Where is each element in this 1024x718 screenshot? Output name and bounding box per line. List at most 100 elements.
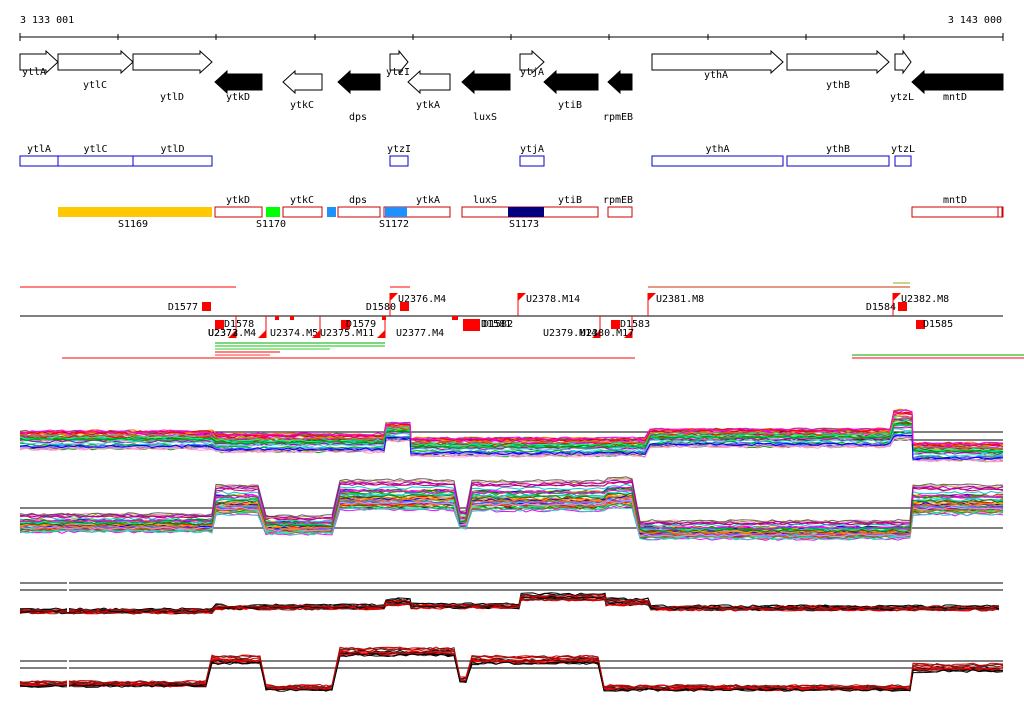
minus-box-label-rpmEB: rpmEB — [603, 195, 633, 206]
gene-label-ytkA: ytkA — [416, 100, 440, 111]
feature-label-U2375.M11: U2375.M11 — [320, 328, 374, 339]
feature-label-U2373.M4: U2373.M4 — [208, 328, 256, 339]
feature-label-D1581: D1581 — [481, 319, 511, 330]
gene-label-mntD: mntD — [943, 92, 967, 103]
feature-marker-D1584 — [898, 302, 907, 311]
feature-flag-U2381.M8 — [648, 293, 656, 301]
plus-box-label-ytjA: ytjA — [520, 144, 544, 155]
feature-label-U2382.M8: U2382.M8 — [901, 294, 949, 305]
minus-box-ytkA — [383, 206, 451, 218]
feature-flag-U2379.M14 — [592, 330, 600, 338]
panel1-line-32 — [19, 437, 1004, 463]
panel1-line-33 — [19, 428, 1004, 457]
plus-box-ytlA — [19, 155, 59, 167]
coordinate-ruler: 3 133 001 3 143 000 — [19, 15, 1004, 41]
feature-flag-U2380.M17 — [624, 330, 632, 338]
minus-box-label-luxS: luxS — [473, 195, 497, 206]
minus-box-label-dps: dps — [349, 195, 367, 206]
plus-box-ytzI — [389, 155, 409, 167]
feature-flag-U2382.M8 — [893, 293, 901, 301]
minus-box-ytkD — [214, 206, 263, 218]
gene-arrow-rpmEB — [607, 69, 633, 95]
minus-box-dps — [337, 206, 381, 218]
plus-box-label-ytzI: ytzI — [387, 144, 411, 155]
feature-label-D1578: D1578 — [224, 319, 254, 330]
gene-label-ytjA: ytjA — [520, 67, 544, 78]
gene-arrow-ytlA — [19, 49, 59, 75]
plus-box-ytjA — [519, 155, 545, 167]
feature-bar-4 — [275, 316, 279, 320]
panel2-line-25 — [20, 500, 1004, 538]
feature-label-D1580: D1580 — [366, 302, 396, 313]
feature-flag-U2376.M4 — [390, 293, 398, 301]
panel1-line-34 — [19, 435, 1004, 461]
plus-box-ytzL — [894, 155, 912, 167]
segment-S1170 — [266, 207, 280, 217]
gene-label-ythB: ythB — [826, 80, 850, 91]
feature-bar-0 — [463, 319, 480, 331]
minus-box-mntD — [911, 206, 1004, 218]
gene-label-ytkD: ytkD — [226, 92, 250, 103]
plus-box-label-ytzL: ytzL — [891, 144, 915, 155]
feature-marker-D1578 — [215, 320, 224, 329]
panel2-line-41 — [19, 493, 1004, 534]
gene-arrow-ytlD — [132, 49, 213, 75]
feature-label-U2380.M17: U2380.M17 — [580, 328, 634, 339]
feature-marker-D1577 — [202, 302, 211, 311]
gene-label-ytzL: ytzL — [890, 92, 914, 103]
feature-label-U2376.M4: U2376.M4 — [398, 294, 446, 305]
gene-arrow-mntD — [911, 69, 1004, 95]
feature-flag-U2378.M14 — [518, 293, 526, 301]
plus-box-label-ythB: ythB — [826, 144, 850, 155]
gene-arrow-ytkD — [214, 69, 263, 95]
minus-box-label-ytkC: ytkC — [290, 195, 314, 206]
segment-label-S1172: S1172 — [379, 219, 409, 230]
panel2-line-44 — [19, 492, 1004, 533]
plus-box-ythB — [786, 155, 890, 167]
segment-label-S1170: S1170 — [256, 219, 286, 230]
gene-arrow-ytkA — [407, 69, 451, 95]
end-coordinate: 3 143 000 — [948, 15, 1002, 26]
plus-box-ythA — [651, 155, 784, 167]
feature-label-D1584: D1584 — [866, 302, 896, 313]
feature-label-U2374.M5: U2374.M5 — [270, 328, 318, 339]
minus-box-rpmEB — [607, 206, 633, 218]
gene-arrow-luxS — [461, 69, 511, 95]
gene-arrow-track: ytlA ytlC ytlD ytkD ytkC dps ytzI ytkA luxS ytjA y… — [19, 49, 1004, 123]
minus-box-label-mntD: mntD — [943, 195, 967, 206]
plus-box-label-ythA: ythA — [705, 144, 729, 155]
segment-S1172 — [385, 207, 407, 217]
panel2-line-35 — [19, 476, 1004, 524]
feature-label-D1579: D1579 — [346, 319, 376, 330]
gene-label-ytkC: ytkC — [290, 100, 314, 111]
panel1-line-30 — [19, 419, 1004, 452]
feature-bar-1 — [382, 316, 386, 320]
plus-box-label-ytlD: ytlD — [160, 144, 184, 155]
panel2-line-43 — [19, 496, 1004, 536]
gene-label-ytlA: ytlA — [22, 67, 46, 78]
gene-arrow-ytiB — [543, 69, 599, 95]
feature-flag-U2373.M4 — [228, 330, 236, 338]
panel1-line-38 — [19, 434, 1004, 460]
panel2-line-42 — [19, 479, 1004, 525]
panel1-line-29 — [19, 415, 1004, 450]
gene-arrow-ythA — [651, 49, 784, 75]
feature-flag-U2374.M5 — [258, 330, 266, 338]
feature-label-D1585: D1585 — [923, 319, 953, 330]
segment-label-S1169: S1169 — [118, 219, 148, 230]
segment-small-square — [327, 207, 336, 217]
expression-track — [19, 408, 1004, 692]
gene-box-track: ytlA ytlC ytlD ytzI ytjA ythA ythB ytzL ytkD ytkC… — [19, 144, 1004, 230]
minus-box-ytiB — [541, 206, 599, 218]
feature-bar-2 — [452, 316, 458, 320]
panel2-line-34 — [19, 499, 1004, 538]
minus-box-label-ytiB: ytiB — [558, 195, 582, 206]
gene-arrow-ytlC — [57, 49, 134, 75]
feature-label-D1582: D1582 — [483, 319, 513, 330]
feature-label-U2381.M8: U2381.M8 — [656, 294, 704, 305]
segment-label-S1173: S1173 — [509, 219, 539, 230]
segment-S1173 — [508, 207, 544, 217]
panel4-line-12 — [19, 652, 1004, 692]
